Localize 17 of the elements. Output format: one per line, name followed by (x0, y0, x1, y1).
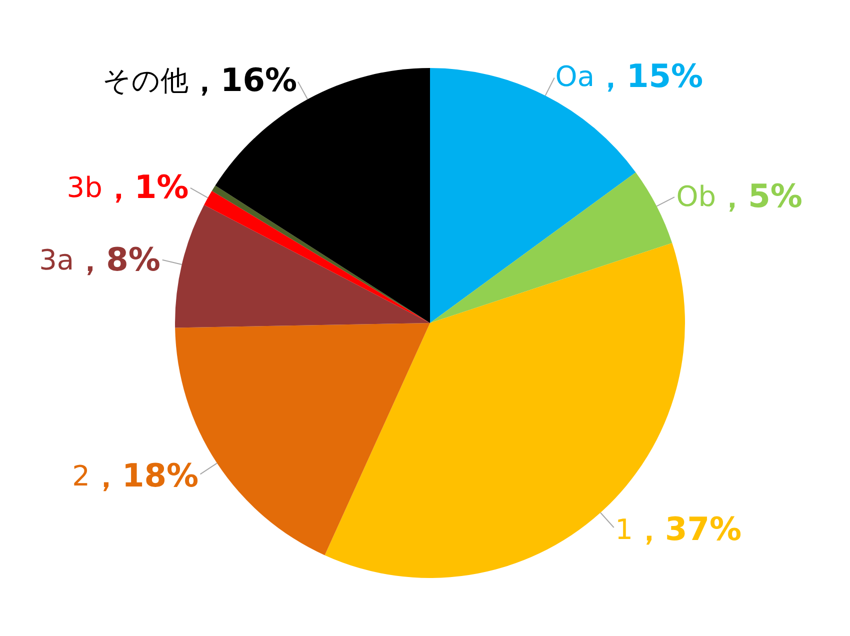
slice-label: Oa (555, 59, 594, 92)
pie-slice (215, 68, 430, 323)
slice-label: Ob (676, 180, 716, 213)
slice-label: 2 (72, 458, 90, 492)
data-label: ，15% (594, 56, 704, 95)
pie-slice (175, 204, 430, 328)
data-label: ，1% (102, 168, 189, 206)
data-label: ，18% (90, 456, 199, 494)
slice-label: 3b (66, 170, 102, 204)
pie-slice (430, 172, 672, 323)
slice-label: 1 (615, 512, 634, 546)
data-label: ，8% (74, 240, 160, 278)
data-label: ，5% (716, 177, 802, 216)
data-label: ，16% (188, 60, 298, 99)
slice-label: 3a (39, 242, 74, 276)
data-label: ，37% (633, 510, 742, 548)
slice-label: その他 (102, 63, 188, 96)
